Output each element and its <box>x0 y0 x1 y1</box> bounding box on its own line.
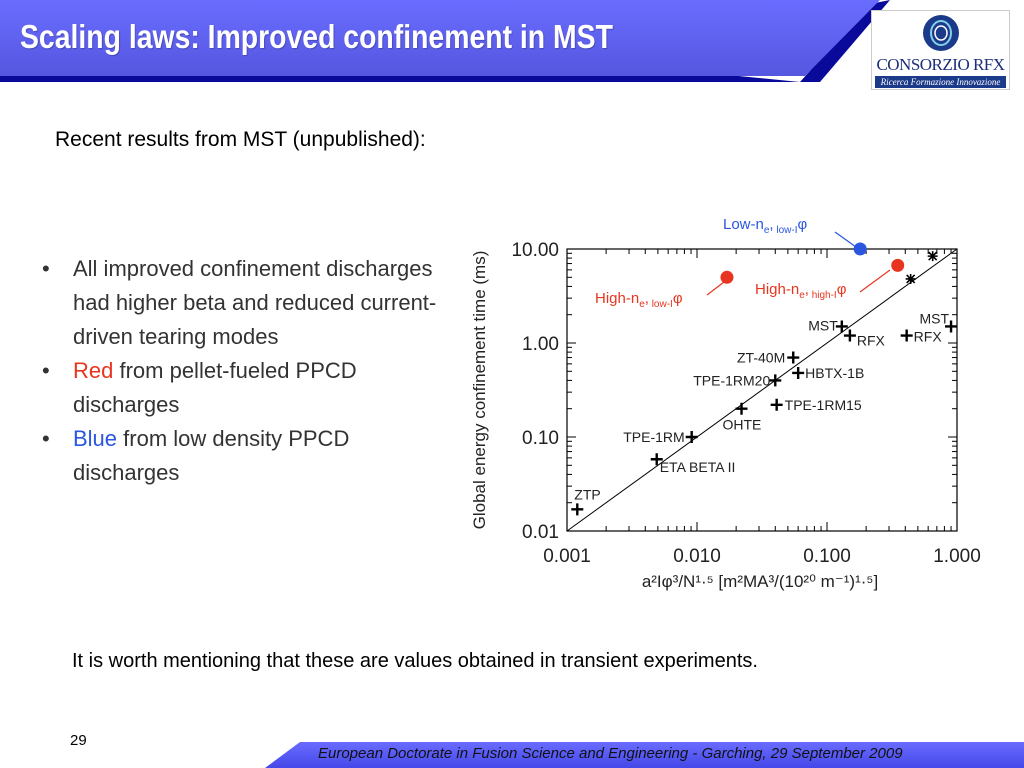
note-text: It is worth mentioning that these are va… <box>72 650 758 672</box>
point-label: OHTE <box>723 417 762 433</box>
label-part: Low-n <box>723 216 764 233</box>
plus-marker <box>769 374 782 387</box>
red-point <box>891 258 905 272</box>
point-label: RFX <box>914 329 943 345</box>
subscript: low-I <box>649 299 673 310</box>
point-label: MST <box>919 310 949 326</box>
annotation-leader <box>859 269 891 293</box>
blue-point <box>853 242 867 256</box>
label-part: , <box>769 216 773 233</box>
page-number: 29 <box>70 732 87 749</box>
y-tick-label: 0.01 <box>522 522 559 543</box>
x-tick-label: 0.010 <box>673 546 721 567</box>
point-label: ZT-40M <box>737 350 785 366</box>
red-point <box>720 270 734 284</box>
y-tick-label: 1.00 <box>522 334 559 355</box>
subscript: e <box>639 299 645 310</box>
point-label: MST <box>808 317 838 333</box>
plus-marker <box>900 329 913 342</box>
label-part: φ <box>673 290 683 307</box>
bullet-text: from pellet-fueled PPCD discharges <box>73 358 357 417</box>
y-tick-label: 10.00 <box>511 240 559 261</box>
point-label: RFX <box>857 333 886 349</box>
bullet-highlight-red: Red <box>73 358 114 383</box>
point-label: HBTX-1B <box>805 365 864 381</box>
annotation-label: Low-ne, low-Iφ <box>723 216 808 236</box>
y-axis-label: Global energy confinement time (ms) <box>470 251 489 530</box>
plus-marker <box>843 329 856 342</box>
plus-marker <box>571 503 584 516</box>
subscript: e <box>799 290 805 301</box>
x-tick-label: 0.001 <box>543 546 591 567</box>
bullet-highlight-blue: Blue <box>73 426 118 451</box>
point-label: TPE-1RM <box>623 429 684 445</box>
label-part: , <box>805 281 809 298</box>
x-tick-label: 0.100 <box>803 546 851 567</box>
axes: 0.001 0.010 0.100 1.000 0.01 0.10 1.00 10.00 <box>511 240 980 567</box>
bullet-item: • Blue from low density PPCD discharges <box>42 422 452 490</box>
fit-line <box>566 248 958 532</box>
label-part: , <box>645 290 649 307</box>
annotation-label: High-ne, low-Iφ <box>595 290 683 310</box>
y-tick-label: 0.10 <box>522 428 559 449</box>
footer-bar <box>265 742 1024 768</box>
annotation-label: High-ne, high-Iφ <box>755 281 847 301</box>
bullet-text: from low density PPCD discharges <box>73 426 350 485</box>
bullet-item: • All improved confinement discharges had… <box>42 252 452 354</box>
logo-emblem-icon <box>923 15 959 51</box>
plus-marker <box>735 402 748 415</box>
logo-name: CONSORZIO RFX <box>876 55 1005 74</box>
subscript: low-I <box>774 225 798 236</box>
subtitle: Recent results from MST (unpublished): <box>55 128 426 151</box>
logo-tagline: Ricerca Formazione Innovazione <box>875 76 1006 88</box>
point-label: TPE-1RM20 <box>693 372 770 388</box>
bullet-dot-icon: • <box>42 426 50 451</box>
data-marks: ZTP ETA BETA II TPE-1RM OHTE TPE-1RM20 TPE-1R… <box>571 216 958 516</box>
bullet-text: All improved confinement discharges had … <box>73 256 437 349</box>
x-tick-label: 1.000 <box>933 546 981 567</box>
page-title: Scaling laws: Improved confinement in MS… <box>20 18 613 55</box>
bullet-item: • Red from pellet-fueled PPCD discharges <box>42 354 452 422</box>
plus-marker <box>792 366 805 379</box>
asterisk-marker <box>905 273 916 284</box>
plus-marker <box>685 431 698 443</box>
point-label: ETA BETA II <box>660 459 736 475</box>
scaling-chart: 0.001 0.010 0.100 1.000 0.01 0.10 1.00 10.00 ZT… <box>470 216 981 591</box>
annotation-leader <box>706 281 725 296</box>
label-part: φ <box>798 216 808 233</box>
asterisk-marker <box>927 251 938 262</box>
footer-text: European Doctorate in Fusion Science and… <box>318 745 903 762</box>
point-label: TPE-1RM15 <box>785 397 862 413</box>
subscript: e <box>764 225 770 236</box>
bullet-dot-icon: • <box>42 358 50 383</box>
bullet-list: • All improved confinement discharges had… <box>42 252 452 490</box>
label-part: φ <box>837 281 847 298</box>
plus-marker <box>945 320 958 333</box>
label-part: High-n <box>595 290 639 307</box>
point-label: ZTP <box>574 486 600 502</box>
consorzio-rfx-logo: CONSORZIO RFX Ricerca Formazione Innovaz… <box>871 10 1010 90</box>
plus-marker <box>835 320 848 333</box>
label-part: High-n <box>755 281 799 298</box>
plot-frame <box>566 248 958 532</box>
x-axis-label: a²Iφ³/N¹·⁵ [m²MA³/(10²⁰ m⁻¹)¹·⁵] <box>642 572 878 591</box>
subscript: high-I <box>809 290 837 301</box>
annotation-leader <box>834 231 857 248</box>
title-bar <box>0 0 890 82</box>
plus-marker <box>650 453 663 466</box>
plus-marker <box>787 351 800 364</box>
bullet-dot-icon: • <box>42 256 50 281</box>
plus-marker <box>770 398 783 411</box>
